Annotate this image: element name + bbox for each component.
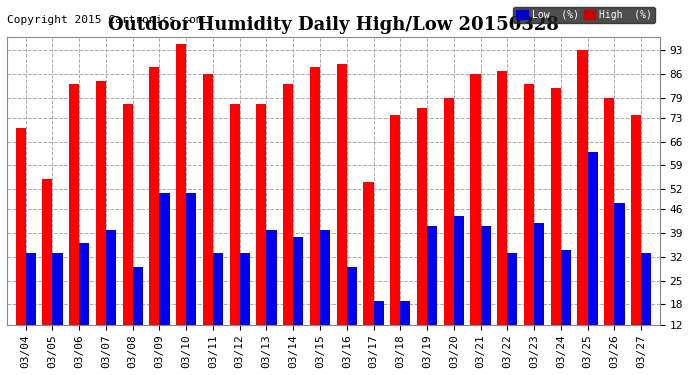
Bar bbox=[551, 87, 561, 365]
Bar bbox=[132, 267, 143, 365]
Bar bbox=[159, 192, 170, 365]
Bar bbox=[373, 301, 384, 365]
Bar bbox=[444, 98, 454, 365]
Bar bbox=[256, 105, 266, 365]
Bar bbox=[42, 179, 52, 365]
Bar bbox=[614, 202, 624, 365]
Title: Outdoor Humidity Daily High/Low 20150328: Outdoor Humidity Daily High/Low 20150328 bbox=[108, 16, 559, 34]
Bar bbox=[578, 50, 588, 365]
Bar bbox=[69, 84, 79, 365]
Bar bbox=[507, 254, 518, 365]
Bar bbox=[283, 84, 293, 365]
Bar bbox=[524, 84, 534, 365]
Bar bbox=[588, 152, 598, 365]
Bar bbox=[203, 74, 213, 365]
Bar bbox=[96, 81, 106, 365]
Bar bbox=[497, 70, 507, 365]
Bar bbox=[293, 237, 304, 365]
Bar bbox=[631, 115, 641, 365]
Bar bbox=[471, 74, 480, 365]
Bar bbox=[480, 226, 491, 365]
Bar bbox=[149, 67, 159, 365]
Bar bbox=[364, 182, 373, 365]
Bar bbox=[310, 67, 320, 365]
Bar bbox=[534, 223, 544, 365]
Bar bbox=[320, 230, 331, 365]
Bar bbox=[347, 267, 357, 365]
Bar bbox=[266, 230, 277, 365]
Bar bbox=[239, 254, 250, 365]
Bar bbox=[123, 105, 132, 365]
Bar bbox=[213, 254, 223, 365]
Bar bbox=[52, 254, 63, 365]
Bar bbox=[337, 64, 347, 365]
Bar bbox=[390, 115, 400, 365]
Bar bbox=[106, 230, 116, 365]
Bar bbox=[417, 108, 427, 365]
Bar bbox=[604, 98, 614, 365]
Bar bbox=[176, 44, 186, 365]
Bar bbox=[427, 226, 437, 365]
Legend: Low  (%), High  (%): Low (%), High (%) bbox=[513, 7, 655, 23]
Bar bbox=[186, 192, 197, 365]
Bar bbox=[230, 105, 239, 365]
Bar bbox=[400, 301, 411, 365]
Text: Copyright 2015 Cartronics.com: Copyright 2015 Cartronics.com bbox=[7, 15, 203, 25]
Bar bbox=[641, 254, 651, 365]
Bar bbox=[79, 243, 90, 365]
Bar bbox=[561, 250, 571, 365]
Bar bbox=[15, 128, 26, 365]
Bar bbox=[26, 254, 36, 365]
Bar bbox=[454, 216, 464, 365]
